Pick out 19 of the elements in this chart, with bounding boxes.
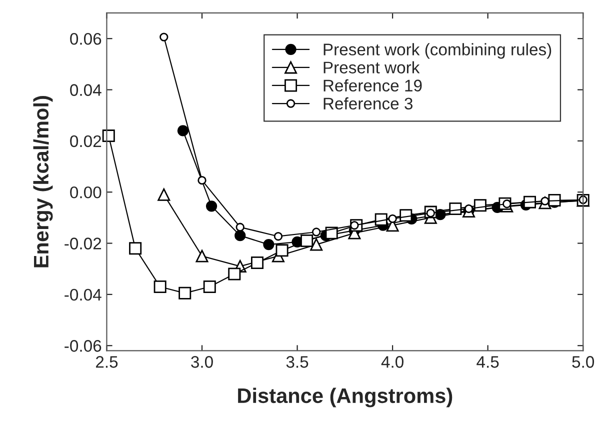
y-tick-label: 0.06 (70, 32, 102, 45)
y-tick-label: -0.04 (64, 288, 102, 301)
x-tick-label: 3.5 (286, 356, 308, 368)
x-axis-title: Distance (Angstroms) (238, 388, 452, 408)
legend-label: Present work (324, 61, 420, 74)
x-tick-label: 2.5 (96, 356, 118, 368)
legend-label: Reference 3 (324, 97, 413, 110)
y-tick-label: -0.06 (64, 340, 102, 352)
x-tick-label: 3.0 (191, 356, 213, 368)
legend-label: Reference 19 (324, 79, 422, 92)
y-tick-label: 0.04 (70, 84, 102, 96)
y-tick-label: 0.00 (70, 186, 102, 198)
x-tick-label: 4.0 (381, 356, 404, 368)
y-tick-label: 0.02 (70, 135, 102, 148)
legend-label: Present work (combining rules) (324, 43, 552, 59)
y-tick-label: -0.02 (64, 238, 102, 250)
x-tick-label: 5.0 (572, 356, 594, 368)
y-axis-title: Energy (kcal/mol) (33, 96, 53, 268)
x-tick-label: 4.5 (476, 356, 499, 368)
